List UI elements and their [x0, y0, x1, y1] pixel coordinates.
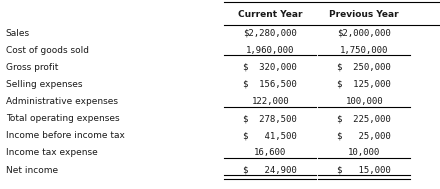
Text: $   41,500: $ 41,500: [243, 131, 297, 140]
Text: $  278,500: $ 278,500: [243, 114, 297, 123]
Text: $   25,000: $ 25,000: [337, 131, 391, 140]
Text: Previous Year: Previous Year: [330, 10, 399, 19]
Text: Total operating expenses: Total operating expenses: [6, 114, 119, 123]
Text: $  125,000: $ 125,000: [337, 80, 391, 89]
Text: 1,960,000: 1,960,000: [246, 46, 294, 55]
Text: $2,000,000: $2,000,000: [337, 29, 391, 38]
Text: Gross profit: Gross profit: [6, 63, 58, 72]
Text: $  250,000: $ 250,000: [337, 63, 391, 72]
Text: Income before income tax: Income before income tax: [6, 131, 125, 140]
Text: 16,600: 16,600: [254, 149, 286, 157]
Text: 1,750,000: 1,750,000: [340, 46, 389, 55]
Text: $  225,000: $ 225,000: [337, 114, 391, 123]
Text: 122,000: 122,000: [252, 97, 289, 106]
Text: Sales: Sales: [6, 29, 30, 38]
Text: 100,000: 100,000: [345, 97, 383, 106]
Text: $   24,900: $ 24,900: [243, 166, 297, 175]
Text: Selling expenses: Selling expenses: [6, 80, 82, 89]
Text: $   15,000: $ 15,000: [337, 166, 391, 175]
Text: Income tax expense: Income tax expense: [6, 149, 98, 157]
Text: $2,280,000: $2,280,000: [243, 29, 297, 38]
Text: Current Year: Current Year: [238, 10, 303, 19]
Text: 10,000: 10,000: [348, 149, 381, 157]
Text: Administrative expenses: Administrative expenses: [6, 97, 118, 106]
Text: $  156,500: $ 156,500: [243, 80, 297, 89]
Text: Cost of goods sold: Cost of goods sold: [6, 46, 89, 55]
Text: Net income: Net income: [6, 166, 58, 175]
Text: $  320,000: $ 320,000: [243, 63, 297, 72]
